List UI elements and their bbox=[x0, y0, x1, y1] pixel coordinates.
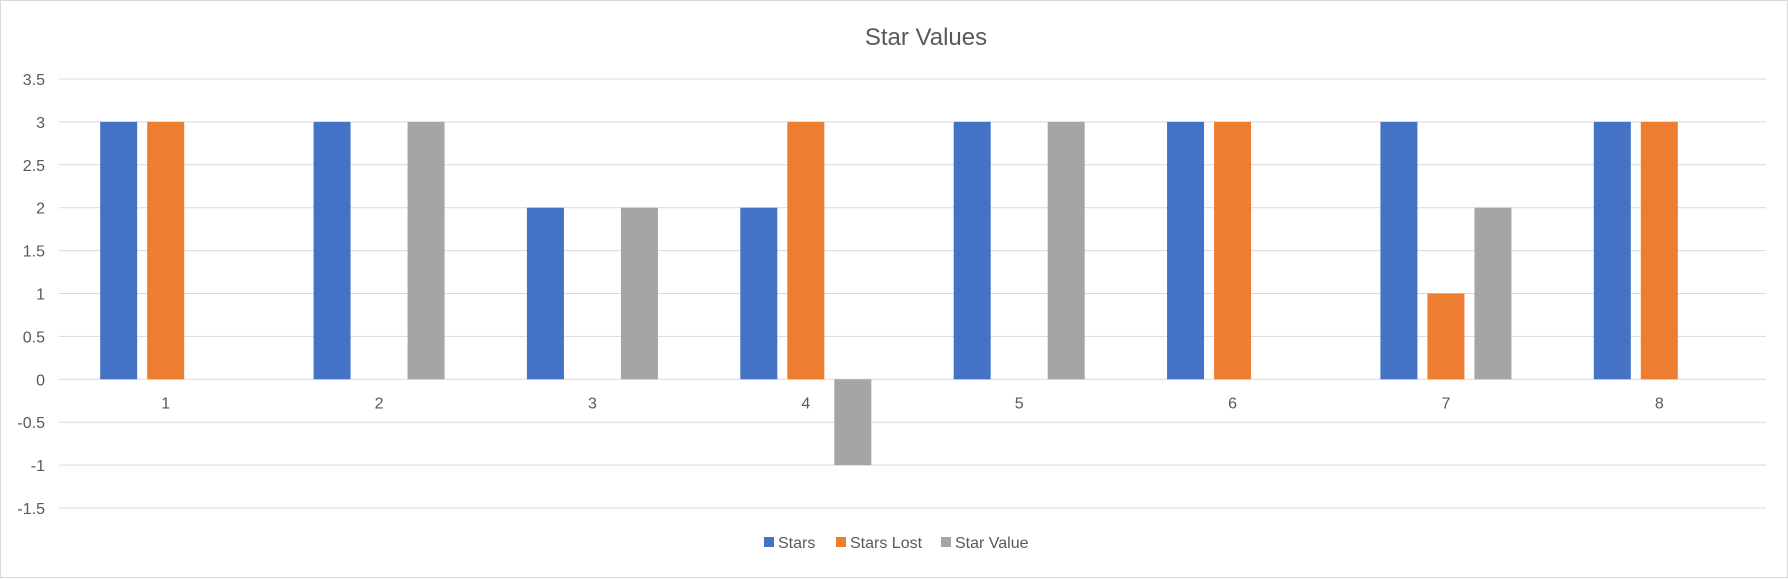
legend-label: Stars Lost bbox=[850, 535, 923, 552]
y-tick-label: 1.5 bbox=[23, 244, 45, 261]
legend: Stars Stars Lost Star Value bbox=[764, 535, 1029, 552]
bar-stars bbox=[313, 121, 351, 380]
bar-stars-lost bbox=[1214, 121, 1252, 380]
chart-title: Star Values bbox=[865, 24, 987, 51]
bar-star-value bbox=[620, 207, 658, 380]
legend-swatch bbox=[764, 537, 774, 547]
y-tick-label: 3.5 bbox=[23, 72, 45, 89]
bar-stars-lost bbox=[147, 121, 185, 380]
bar-star-value bbox=[1047, 121, 1085, 380]
x-axis-tick-labels: 1 2 3 4 5 6 7 8 bbox=[161, 395, 1664, 412]
bar-stars-lost bbox=[1427, 293, 1465, 380]
y-tick-label: -1 bbox=[31, 458, 45, 475]
y-tick-label: -1.5 bbox=[17, 501, 45, 518]
bar-stars bbox=[1380, 121, 1418, 380]
bar-stars bbox=[1593, 121, 1631, 380]
bar-stars-lost bbox=[1640, 121, 1678, 380]
bar-stars bbox=[1167, 121, 1205, 380]
x-tick-label: 4 bbox=[801, 395, 810, 412]
legend-swatch bbox=[941, 537, 951, 547]
bars bbox=[100, 121, 1678, 466]
y-tick-label: 2.5 bbox=[23, 158, 45, 175]
x-tick-label: 8 bbox=[1655, 395, 1664, 412]
y-tick-label: -0.5 bbox=[17, 415, 45, 432]
bar-star-value bbox=[407, 121, 445, 380]
bar-stars bbox=[740, 207, 778, 380]
y-tick-label: 2 bbox=[36, 201, 45, 218]
legend-label: Stars bbox=[778, 535, 815, 552]
bar-star-value bbox=[1474, 207, 1512, 380]
x-tick-label: 5 bbox=[1015, 395, 1024, 412]
bar-stars bbox=[953, 121, 991, 380]
x-tick-label: 1 bbox=[161, 395, 170, 412]
y-tick-label: 1 bbox=[36, 287, 45, 304]
y-tick-label: 3 bbox=[36, 115, 45, 132]
x-tick-label: 7 bbox=[1441, 395, 1450, 412]
y-axis-tick-labels: 3.5 3 2.5 2 1.5 1 0.5 0 -0.5 -1 -1.5 bbox=[17, 72, 45, 518]
bar-stars bbox=[526, 207, 564, 380]
bar-star-value bbox=[834, 379, 872, 466]
y-tick-label: 0 bbox=[36, 372, 45, 389]
bar-stars bbox=[100, 121, 138, 380]
x-tick-label: 3 bbox=[588, 395, 597, 412]
legend-label: Star Value bbox=[955, 535, 1029, 552]
legend-swatch bbox=[836, 537, 846, 547]
bar-stars-lost bbox=[787, 121, 825, 380]
y-tick-label: 0.5 bbox=[23, 329, 45, 346]
x-tick-label: 2 bbox=[375, 395, 384, 412]
x-tick-label: 6 bbox=[1228, 395, 1237, 412]
